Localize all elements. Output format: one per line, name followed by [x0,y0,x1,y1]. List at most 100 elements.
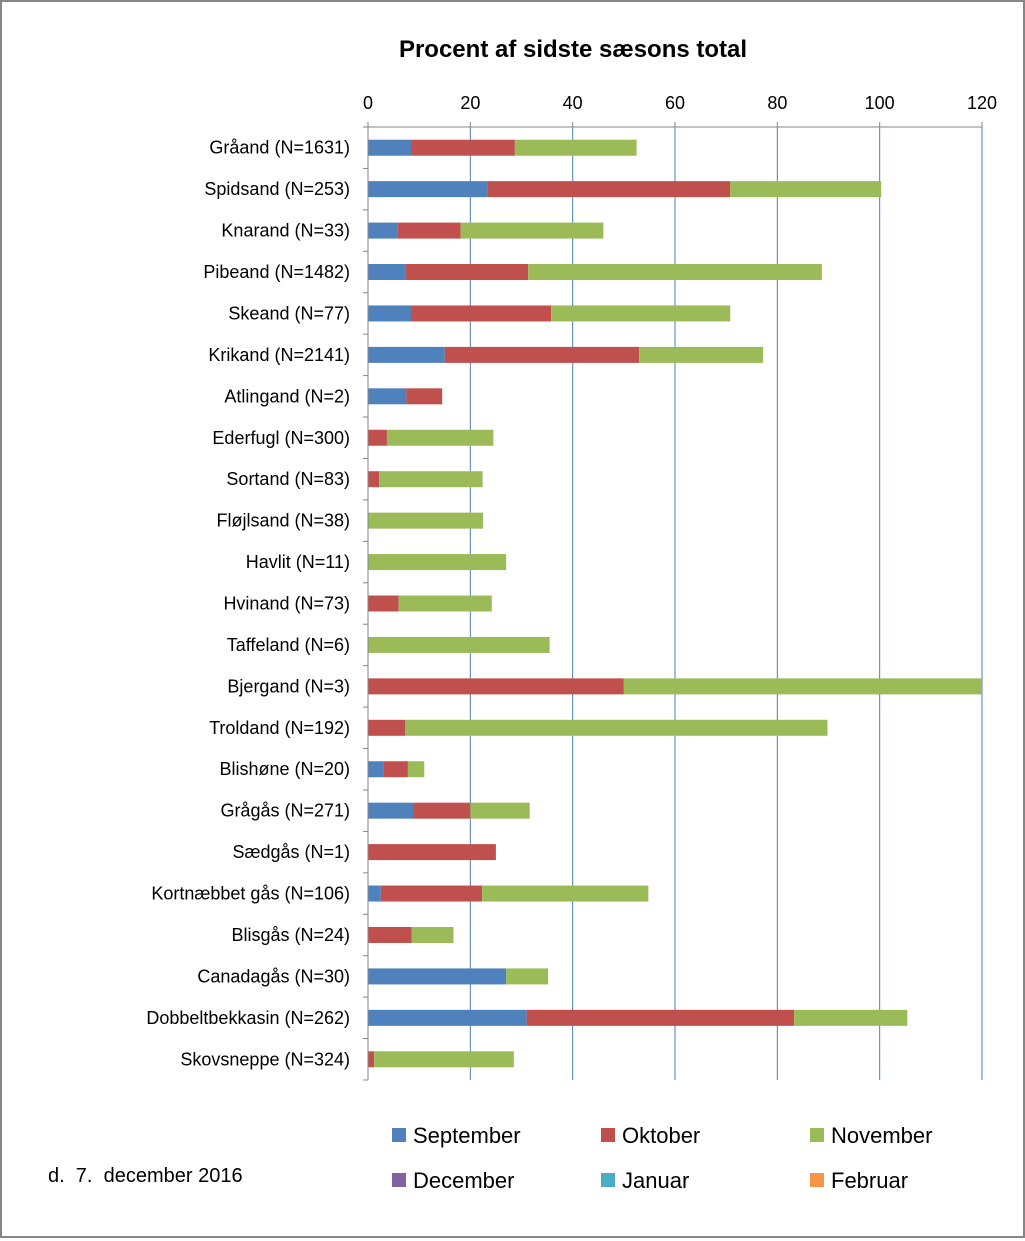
x-tick-label: 0 [363,93,373,113]
category-label: Kortnæbbet gås (N=106) [151,884,350,904]
bar-segment-oktober [368,678,624,695]
x-tick-labels: 0 20 40 60 80 100 120 [363,93,997,113]
bar-segment-oktober [380,885,483,902]
legend-item-november: November [810,1123,932,1148]
category-labels: Gråand (N=1631) Spidsand (N=253) Knarand (… [146,138,350,1070]
legend-label: December [413,1168,514,1193]
bar-segment-november [514,139,637,156]
category-label: Ederfugl (N=300) [212,428,350,448]
bar-segment-november [506,968,549,985]
bar-segment-september [368,1009,527,1026]
bar-segment-oktober [368,595,399,612]
bar-segment-oktober [413,802,471,819]
legend-swatch [601,1128,615,1142]
bar-segment-november [368,512,484,529]
bar-segment-oktober [368,926,412,943]
x-tick-label: 60 [665,93,685,113]
bar-segment-september [368,802,414,819]
bar-segment-oktober [368,719,406,736]
bar-segment-september [368,761,384,778]
category-label: Canadagås (N=30) [197,966,350,986]
legend-item-oktober: Oktober [601,1123,700,1148]
category-label: Sortand (N=83) [226,469,350,489]
x-tick-label: 100 [865,93,895,113]
bar-segment-september [368,222,398,239]
bar-segment-oktober [411,139,515,156]
category-label: Sædgås (N=1) [232,842,350,862]
bar-segment-september [368,305,412,322]
legend-swatch [810,1128,824,1142]
legend-item-januar: Januar [601,1168,689,1193]
category-label: Gråand (N=1631) [209,138,350,158]
bar-segment-november [379,471,483,488]
category-label: Skeand (N=77) [228,303,350,323]
bar-segment-november [386,429,494,446]
bar-segment-september [368,346,445,363]
x-tick-label: 20 [460,93,480,113]
bar-segment-november [528,264,822,281]
bar-segment-oktober [397,222,461,239]
category-label: Dobbeltbekkasin (N=262) [146,1008,350,1028]
bar-segment-november [411,926,454,943]
bar-segment-november [374,1051,514,1068]
legend-item-september: September [392,1123,521,1148]
legend-swatch [601,1173,615,1187]
axes-group [363,122,983,1081]
legend-item-december: December [392,1168,514,1193]
category-label: Taffeland (N=6) [227,635,350,655]
legend-label: September [413,1123,521,1148]
bar-segment-oktober [368,844,496,861]
bar-segment-september [368,388,407,405]
category-label: Blisgås (N=24) [231,925,350,945]
bar-segment-oktober [368,471,380,488]
bar-segment-oktober [487,181,731,198]
bar-segment-oktober [526,1009,795,1026]
bar-segment-november [368,636,550,653]
bar-segment-oktober [383,761,408,778]
bar-segment-november [730,181,882,198]
bar-segment-november [623,678,982,695]
legend-swatch [810,1173,824,1187]
category-label: Fløjlsand (N=38) [216,511,350,531]
bar-segment-november [551,305,731,322]
chart-title: Procent af sidste sæsons total [399,36,747,63]
bar-segment-november [470,802,530,819]
bar-segment-september [368,181,488,198]
bar-segment-november [398,595,492,612]
bar-segment-november [368,554,507,571]
legend-swatch [392,1128,406,1142]
bar-segment-november [794,1009,908,1026]
x-tick-label: 40 [563,93,583,113]
category-label: Spidsand (N=253) [204,179,350,199]
legend-label: November [831,1123,932,1148]
bar-segment-oktober [444,346,640,363]
category-label: Atlingand (N=2) [224,386,350,406]
bar-segment-oktober [368,429,387,446]
legend-label: Februar [831,1168,908,1193]
bar-segment-oktober [405,264,529,281]
date-annotation: d. 7. december 2016 [48,1165,243,1187]
bar-segment-november [482,885,649,902]
bar-segment-september [368,968,507,985]
bar-segment-november [639,346,764,363]
bar-segment-oktober [406,388,443,405]
category-label: Krikand (N=2141) [208,345,350,365]
bar-segment-september [368,885,381,902]
category-label: Hvinand (N=73) [223,594,350,614]
bar-segment-november [460,222,604,239]
bar-segment-november [407,761,425,778]
bar-segment-november [405,719,828,736]
bar-segment-september [368,264,406,281]
bars-group [368,139,982,1068]
category-label: Skovsneppe (N=324) [180,1049,350,1069]
legend-swatch [392,1173,406,1187]
category-label: Grågås (N=271) [220,801,350,821]
bar-segment-oktober [411,305,552,322]
x-tick-label: 80 [767,93,787,113]
category-label: Havlit (N=11) [246,552,350,572]
category-label: Blishøne (N=20) [219,759,350,779]
legend-label: Oktober [622,1123,700,1148]
legend-item-februar: Februar [810,1168,908,1193]
